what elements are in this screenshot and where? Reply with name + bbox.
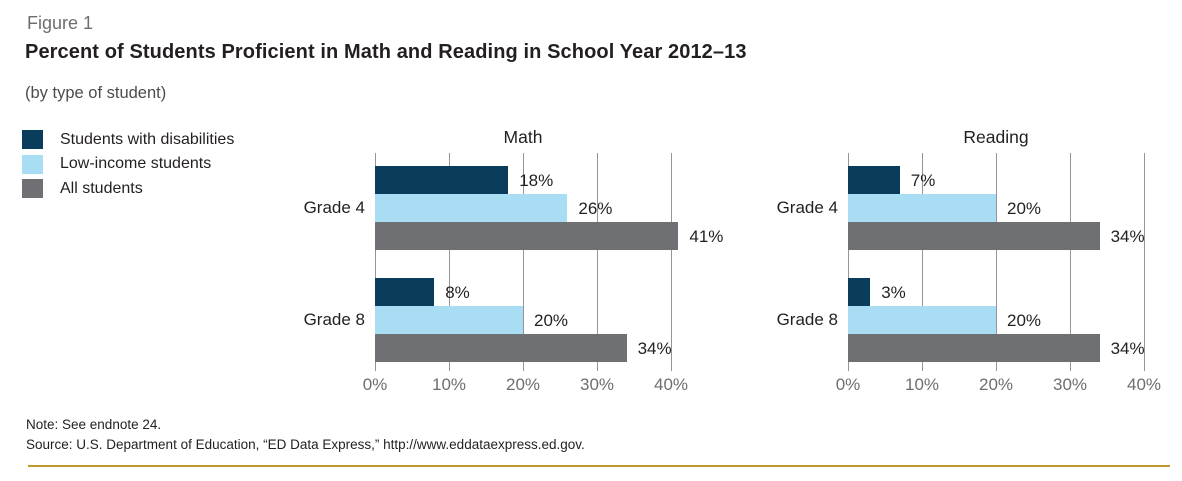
bar-all-students <box>848 334 1100 362</box>
reading-chart: Reading 0% 10% 20% 30% 40% Grade 4 7% 20% 34% Grad… <box>753 125 1182 405</box>
legend-swatch-icon <box>22 179 43 199</box>
gridline <box>1144 153 1145 371</box>
bar-value-label: 7% <box>910 171 936 190</box>
axis-tick-label: 40% <box>1126 375 1162 394</box>
axis-tick-label: 10% <box>904 375 940 394</box>
gridline <box>671 153 672 371</box>
bar-students-with-disabilities <box>375 278 435 306</box>
bar-low-income-students <box>848 194 996 222</box>
legend-item-low-income-students: Low-income students <box>22 154 234 175</box>
gridline <box>996 153 997 371</box>
category-label: Grade 8 <box>303 310 365 329</box>
axis-tick-label: 30% <box>1052 375 1088 394</box>
category-label: Grade 8 <box>776 310 838 329</box>
axis-tick-label: 20% <box>978 375 1014 394</box>
chart-title: Reading <box>963 127 1029 147</box>
legend-item-all-students: All students <box>22 179 234 199</box>
legend-item-students-with-disabilities: Students with disabilities <box>22 130 234 150</box>
axis-tick-label: 0% <box>362 375 388 394</box>
legend: Students with disabilities Low-income st… <box>22 130 234 199</box>
figure-title: Percent of Students Proficient in Math a… <box>25 41 747 63</box>
bar-value-label: 26% <box>578 199 613 218</box>
bar-low-income-students <box>848 306 996 334</box>
axis-tick-label: 10% <box>431 375 467 394</box>
bar-all-students <box>375 222 679 250</box>
legend-swatch-icon <box>22 130 43 150</box>
bar-low-income-students <box>375 306 523 334</box>
legend-label: Low-income students <box>60 155 212 173</box>
bar-value-label: 20% <box>534 311 569 330</box>
category-label: Grade 4 <box>776 198 838 217</box>
axis-tick-label: 40% <box>653 375 689 394</box>
bar-low-income-students <box>375 194 568 222</box>
math-chart: Math 0% 10% 20% 30% 40% Grade 4 18% 26% 41% Grade … <box>280 125 732 405</box>
gridline <box>922 153 923 371</box>
bar-value-label: 20% <box>1007 311 1042 330</box>
note-text: Note: See endnote 24. <box>26 417 162 432</box>
bar-value-label: 34% <box>1110 339 1145 358</box>
bar-all-students <box>848 222 1100 250</box>
figure-label: Figure 1 <box>27 13 94 33</box>
axis-tick-label: 30% <box>579 375 615 394</box>
figure-subtitle: (by type of student) <box>25 84 167 102</box>
bar-value-label: 3% <box>881 283 906 302</box>
bar-value-label: 20% <box>1007 199 1042 218</box>
bar-value-label: 34% <box>1110 227 1145 246</box>
bar-students-with-disabilities <box>848 166 900 194</box>
legend-label: Students with disabilities <box>60 130 235 148</box>
gridline <box>523 153 524 371</box>
gridline <box>848 153 849 371</box>
gridline <box>597 153 598 371</box>
axis-tick-label: 20% <box>505 375 541 394</box>
source-text: Source: U.S. Department of Education, “E… <box>26 437 585 452</box>
bar-value-label: 41% <box>689 227 724 246</box>
bar-all-students <box>375 334 627 362</box>
bar-students-with-disabilities <box>848 278 871 306</box>
gridline <box>449 153 450 371</box>
bar-students-with-disabilities <box>375 166 509 194</box>
legend-label: All students <box>60 179 143 197</box>
bar-value-label: 8% <box>445 283 470 302</box>
chart-title: Math <box>503 127 543 147</box>
divider-rule <box>28 465 1170 467</box>
axis-tick-label: 0% <box>835 375 861 394</box>
gridline <box>375 153 376 371</box>
bar-value-label: 34% <box>637 339 672 358</box>
gridline <box>1070 153 1071 371</box>
legend-swatch-icon <box>22 154 43 174</box>
bar-value-label: 18% <box>519 171 554 190</box>
category-label: Grade 4 <box>303 198 365 217</box>
